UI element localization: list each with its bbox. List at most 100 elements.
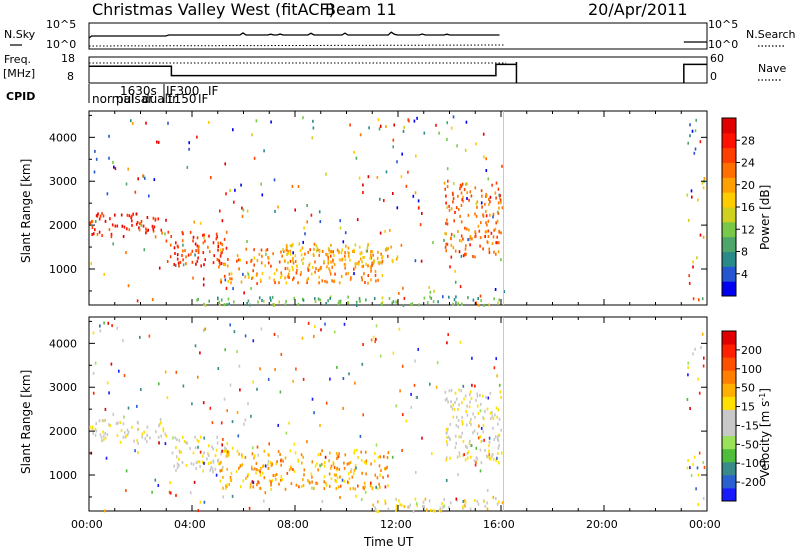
echo-cell (690, 189, 693, 193)
echo-cell (172, 436, 174, 440)
colorbar-swatch (722, 409, 736, 424)
echo-cell (95, 157, 98, 161)
colorbar-tick-label: 28 (741, 134, 755, 147)
echo-cell (491, 410, 493, 414)
echo-cell (126, 433, 129, 437)
echo-cell (337, 302, 340, 306)
echo-cell (248, 506, 251, 510)
echo-cell (319, 220, 322, 224)
echo-cell (256, 387, 258, 391)
echo-cell (458, 435, 461, 439)
echo-cell (311, 475, 313, 479)
echo-cell (306, 279, 308, 283)
echo-cell (297, 458, 299, 462)
echo-cell (469, 234, 472, 238)
echo-cell (340, 259, 343, 262)
echo-cell (381, 300, 384, 304)
echo-cell (157, 435, 160, 439)
echo-cell (402, 286, 404, 290)
echo-cell (233, 330, 236, 334)
echo-cell (466, 227, 468, 231)
echo-cell (202, 251, 205, 255)
echo-cell (202, 277, 205, 281)
echo-cell (277, 423, 279, 427)
echo-cell (697, 198, 699, 202)
echo-cell (687, 361, 689, 365)
echo-cell (465, 252, 467, 256)
echo-cell (499, 198, 502, 202)
echo-cell (165, 218, 167, 222)
echo-cell (384, 229, 386, 233)
echo-cell (131, 219, 133, 223)
echo-cell (372, 253, 374, 257)
echo-cell (308, 262, 311, 266)
echo-cell (269, 461, 272, 464)
echo-cell (452, 115, 455, 119)
echo-cell (323, 480, 325, 484)
echo-cell (341, 478, 344, 482)
echo-cell (493, 250, 495, 254)
echo-cell (244, 275, 247, 279)
echo-cell (391, 301, 394, 305)
echo-cell (339, 301, 342, 304)
echo-cell (225, 246, 228, 250)
colorbar-swatch (722, 281, 736, 297)
echo-cell (122, 435, 125, 439)
echo-cell (451, 191, 454, 195)
echo-cell (178, 464, 180, 467)
echo-cell (151, 490, 153, 494)
echo-cell (261, 471, 264, 475)
echo-cell (231, 494, 234, 498)
echo-cell (442, 295, 444, 299)
echo-cell (226, 450, 229, 454)
echo-cell (307, 479, 309, 483)
echo-cell (466, 423, 468, 427)
echo-cell (475, 398, 477, 402)
echo-cell (375, 324, 378, 328)
echo-cell (500, 428, 502, 432)
echo-cell (343, 322, 346, 326)
echo-cell (387, 451, 390, 455)
echo-cell (221, 449, 223, 453)
echo-cell (189, 230, 192, 234)
echo-cell (464, 247, 467, 251)
echo-cell (326, 280, 328, 284)
echo-cell (370, 267, 372, 270)
echo-cell (447, 333, 449, 337)
echo-cell (417, 347, 419, 351)
echo-cell (479, 435, 482, 439)
echo-cell (334, 479, 337, 483)
echo-cell (344, 263, 347, 267)
y-tick-label: 1000 (49, 263, 77, 276)
echo-cell (498, 461, 500, 465)
echo-cell (459, 184, 462, 188)
echo-cell (208, 444, 210, 448)
echo-cell (466, 197, 468, 200)
echo-cell (438, 131, 440, 135)
echo-cell (94, 228, 96, 232)
echo-cell (220, 298, 223, 302)
echo-cell (251, 277, 253, 280)
echo-cell (328, 484, 331, 488)
echo-cell (280, 475, 283, 479)
echo-cell (467, 450, 470, 454)
echo-cell (373, 259, 376, 263)
echo-cell (389, 228, 391, 232)
echo-cell (302, 377, 305, 381)
echo-cell (103, 321, 105, 325)
echo-cell (331, 265, 333, 269)
echo-cell (238, 466, 240, 470)
echo-cell (331, 250, 334, 254)
echo-cell (275, 473, 278, 476)
echo-cell (91, 226, 94, 230)
echo-cell (348, 251, 350, 255)
echo-cell (278, 300, 280, 304)
echo-cell (457, 473, 459, 477)
echo-cell (277, 205, 279, 209)
echo-cell (461, 420, 463, 424)
echo-cell (184, 249, 186, 253)
echo-cell (240, 485, 242, 489)
echo-cell (358, 262, 360, 266)
echo-cell (391, 258, 394, 262)
